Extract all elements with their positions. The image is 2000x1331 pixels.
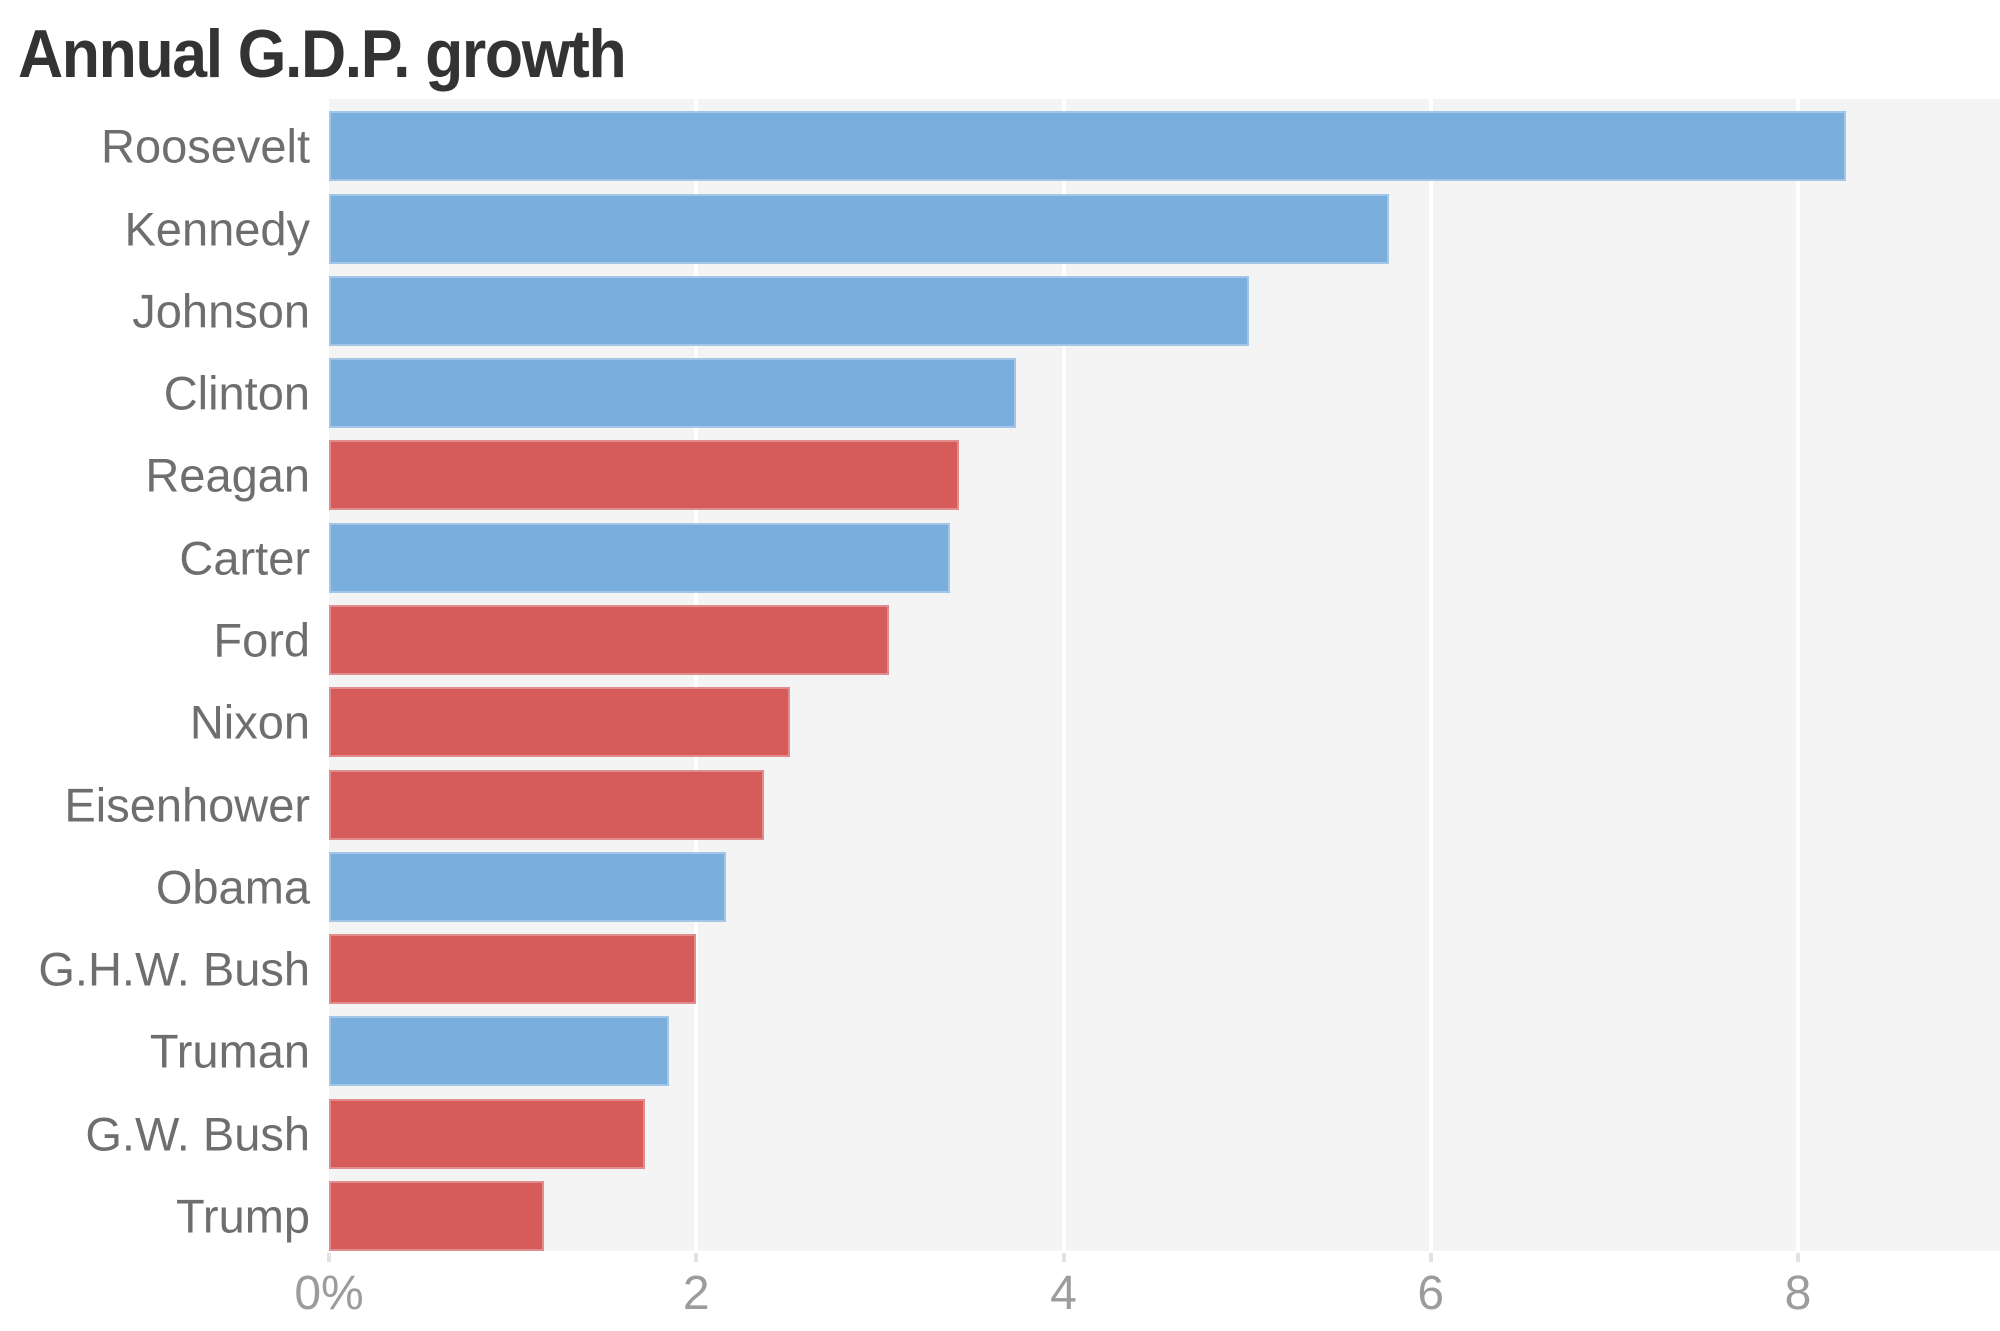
gridline-4 [1061, 99, 1066, 1251]
bar-g-h-w-bush [329, 934, 697, 1005]
bar-reagan [329, 440, 959, 511]
bar-label-obama: Obama [155, 860, 310, 914]
axis-tick-mark-2 [694, 1253, 699, 1262]
bar-johnson [329, 275, 1249, 346]
bar-obama [329, 851, 726, 922]
axis-tick-label-2: 2 [682, 1267, 710, 1320]
bar-label-reagan: Reagan [145, 448, 310, 502]
bar-label-clinton: Clinton [163, 366, 310, 420]
gridline-8 [1796, 99, 1800, 1251]
axis-tick-mark-6 [1428, 1253, 1433, 1262]
axis-tick-mark-0 [327, 1253, 331, 1262]
bar-label-g-w-bush: G.W. Bush [85, 1107, 310, 1161]
bar-label-kennedy: Kennedy [124, 202, 310, 256]
bar-label-g-h-w-bush: G.H.W. Bush [38, 942, 310, 996]
plot-area [329, 99, 2000, 1251]
bar-truman [329, 1016, 669, 1087]
bar-label-johnson: Johnson [132, 284, 310, 338]
bar-label-carter: Carter [179, 531, 310, 585]
axis-tick-label-4: 4 [1050, 1267, 1077, 1320]
bar-kennedy [329, 193, 1389, 264]
bar-clinton [329, 358, 1016, 429]
bar-label-eisenhower: Eisenhower [64, 778, 310, 832]
bar-label-roosevelt: Roosevelt [101, 119, 310, 173]
axis-tick-mark-4 [1061, 1253, 1066, 1262]
bar-ford [329, 605, 890, 675]
axis-tick-label-8: 8 [1784, 1267, 1812, 1320]
bar-label-nixon: Nixon [189, 695, 310, 749]
axis-tick-label-6: 6 [1417, 1267, 1445, 1320]
gridline-6 [1428, 99, 1433, 1251]
axis-tick-mark-8 [1796, 1253, 1800, 1262]
page-title: Annual G.D.P. growth [18, 16, 627, 92]
bar-eisenhower [329, 769, 765, 840]
bar-label-ford: Ford [213, 613, 310, 667]
bar-label-truman: Truman [149, 1024, 310, 1078]
gridline-2 [694, 99, 699, 1251]
bar-carter [329, 522, 950, 593]
bar-roosevelt [329, 111, 1846, 182]
bar-trump [329, 1181, 544, 1251]
bar-g-w-bush [329, 1098, 645, 1169]
axis-tick-label-0: 0% [294, 1267, 364, 1320]
bar-nixon [329, 687, 790, 758]
bar-label-trump: Trump [175, 1189, 310, 1243]
